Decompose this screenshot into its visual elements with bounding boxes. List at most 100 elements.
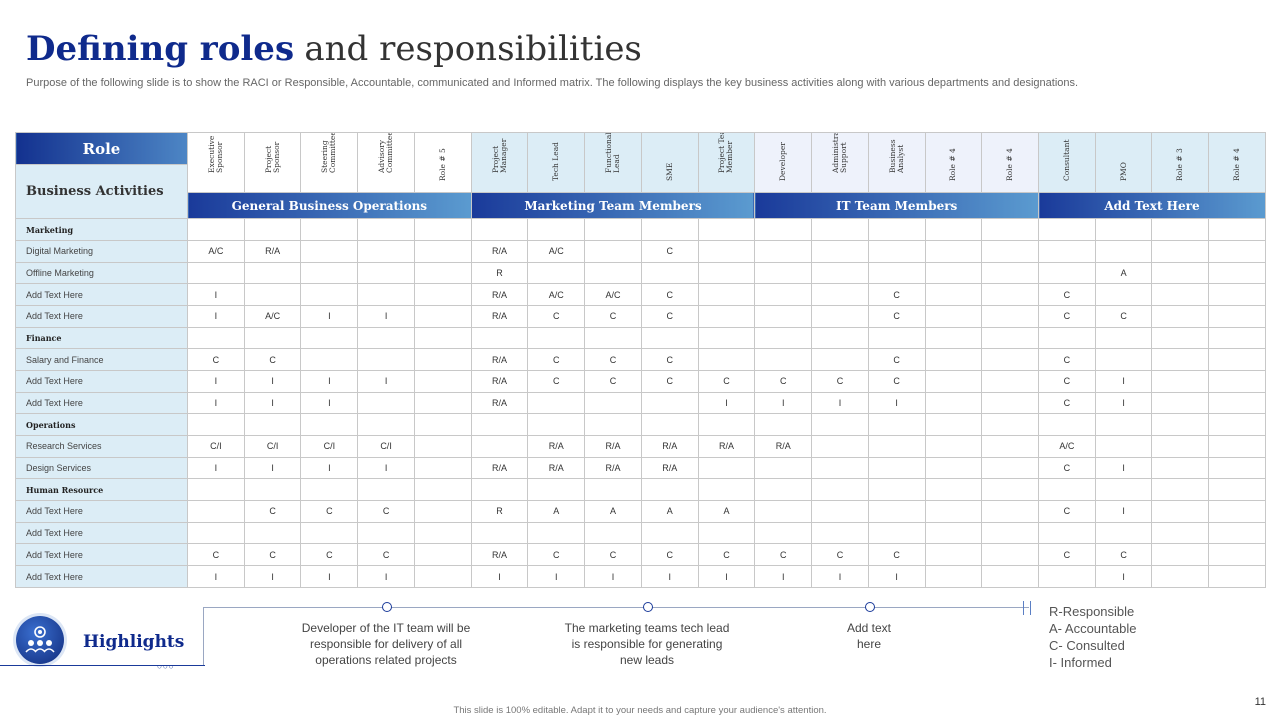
raci-cell	[697, 456, 756, 480]
raci-cell	[924, 240, 983, 263]
raci-cell	[1208, 435, 1266, 458]
raci-cell	[187, 218, 245, 242]
raci-cell	[1038, 326, 1096, 350]
table-row: Human Resource	[15, 478, 1266, 502]
raci-cell	[300, 218, 359, 242]
raci-cell	[1151, 391, 1210, 415]
raci-cell: C	[640, 240, 699, 263]
raci-cell: C	[1038, 305, 1096, 328]
raci-cell	[811, 435, 869, 458]
table-row: Add Text Here C C C C R/A C C C C C C C C C	[15, 543, 1266, 567]
raci-cell	[1094, 218, 1153, 242]
column-header: Functional Lead	[584, 131, 642, 194]
column-header-label: Role # 3	[1175, 148, 1185, 182]
raci-cell	[413, 413, 472, 437]
raci-cell	[357, 521, 415, 545]
raci-cell	[924, 326, 983, 350]
raci-cell	[1151, 413, 1210, 437]
raci-cell	[924, 218, 983, 242]
raci-cell: C	[584, 305, 642, 328]
raci-cell: C	[584, 543, 642, 567]
column-header: Advisory Committee	[357, 131, 415, 194]
raci-cell	[981, 261, 1040, 285]
raci-cell: I	[754, 391, 813, 415]
activity-label: Design Services	[15, 456, 188, 480]
raci-cell	[1094, 521, 1153, 545]
raci-cell: C	[1094, 305, 1153, 328]
raci-cell	[924, 413, 983, 437]
raci-cell	[754, 240, 813, 263]
business-activities-header: Business Activities	[15, 164, 188, 220]
legend-item: I- Informed	[1049, 655, 1112, 670]
role-header: Role	[15, 131, 188, 166]
raci-cell: I	[300, 391, 359, 415]
raci-cell: I	[527, 565, 586, 588]
activity-label: Add Text Here	[15, 543, 188, 567]
highlight-text: The marketing teams tech lead is respons…	[564, 621, 730, 667]
raci-cell: I	[243, 456, 302, 480]
raci-cell: I	[754, 565, 813, 588]
raci-cell	[811, 478, 869, 502]
raci-cell: I	[243, 370, 302, 393]
raci-cell: C	[243, 500, 302, 523]
raci-cell: R/A	[470, 370, 529, 393]
raci-cell	[924, 370, 983, 393]
raci-cell	[811, 261, 869, 285]
raci-cell: C	[754, 370, 813, 393]
column-header: Tech Lead	[527, 131, 586, 194]
raci-cell: C/I	[357, 435, 415, 458]
raci-cell	[981, 240, 1040, 263]
raci-cell	[697, 305, 756, 328]
raci-cell	[584, 413, 642, 437]
column-header: Business Analyst	[867, 131, 926, 194]
raci-cell: I	[300, 370, 359, 393]
page-number: 11	[1254, 696, 1266, 708]
raci-cell	[187, 500, 245, 523]
table-row: Finance	[15, 326, 1266, 350]
raci-cell: A/C	[527, 240, 586, 263]
raci-cell	[811, 413, 869, 437]
raci-cell	[413, 456, 472, 480]
highlight-text: Developer of the IT team will be respons…	[301, 621, 471, 667]
raci-cell	[981, 435, 1040, 458]
raci-cell	[470, 435, 529, 458]
column-header-label: Functional Lead	[604, 132, 621, 174]
raci-cell: I	[584, 565, 642, 588]
raci-cell	[981, 370, 1040, 393]
raci-legend: R-Responsible A- Accountable C- Consulte…	[1049, 603, 1136, 671]
raci-cell	[584, 391, 642, 415]
group-header: General Business Operations	[187, 192, 472, 220]
raci-cell	[413, 283, 472, 307]
raci-cell	[413, 521, 472, 545]
raci-cell	[187, 478, 245, 502]
raci-cell: C	[867, 543, 926, 567]
raci-cell: R	[470, 500, 529, 523]
raci-cell	[924, 565, 983, 588]
raci-cell: R/A	[527, 456, 586, 480]
raci-cell	[527, 521, 586, 545]
raci-cell	[1094, 283, 1153, 307]
raci-cell: R/A	[470, 305, 529, 328]
legend-item: C- Consulted	[1049, 638, 1125, 653]
raci-cell: R/A	[754, 435, 813, 458]
raci-cell	[867, 240, 926, 263]
raci-cell	[981, 218, 1040, 242]
raci-cell: C	[697, 370, 756, 393]
timeline-marker	[865, 602, 875, 612]
raci-cell	[640, 413, 699, 437]
raci-cell	[697, 413, 756, 437]
raci-cell: C	[811, 543, 869, 567]
raci-cell	[1208, 348, 1266, 372]
raci-cell	[754, 478, 813, 502]
raci-cell	[413, 326, 472, 350]
raci-cell	[1208, 478, 1266, 502]
raci-cell	[754, 348, 813, 372]
raci-cell: I	[470, 565, 529, 588]
raci-cell	[527, 391, 586, 415]
raci-cell: C	[300, 500, 359, 523]
column-header-label: Steering Committee	[320, 132, 338, 174]
raci-cell: R	[470, 261, 529, 285]
column-header-label: Consultant	[1061, 139, 1071, 182]
raci-cell	[697, 218, 756, 242]
raci-cell	[867, 261, 926, 285]
